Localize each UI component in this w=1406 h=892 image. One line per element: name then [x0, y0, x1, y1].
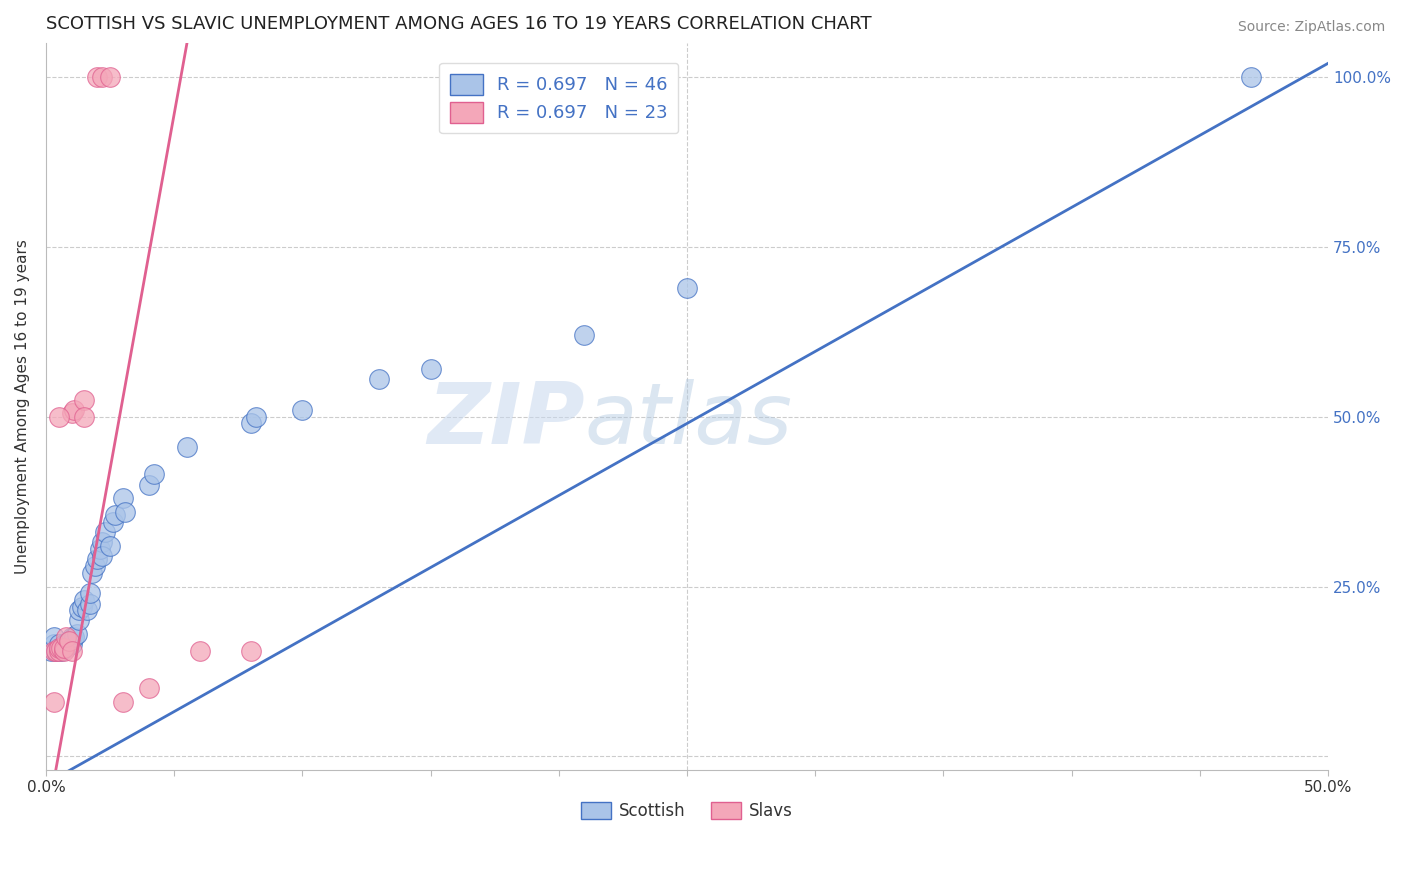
- Point: [52, 644, 75, 658]
- Point: [98, 70, 121, 84]
- Point: [419, 362, 441, 376]
- Point: [55, 640, 77, 655]
- Point: [291, 402, 314, 417]
- Point: [114, 505, 136, 519]
- Point: [51, 640, 73, 655]
- Point: [60, 637, 83, 651]
- Point: [73, 392, 96, 407]
- Point: [101, 515, 124, 529]
- Text: SCOTTISH VS SLAVIC UNEMPLOYMENT AMONG AGES 16 TO 19 YEARS CORRELATION CHART: SCOTTISH VS SLAVIC UNEMPLOYMENT AMONG AG…: [46, 15, 872, 33]
- Point: [111, 695, 134, 709]
- Point: [91, 549, 114, 563]
- Point: [142, 467, 165, 482]
- Text: ZIP: ZIP: [427, 379, 585, 462]
- Text: atlas: atlas: [585, 379, 793, 462]
- Point: [73, 593, 96, 607]
- Point: [1240, 70, 1263, 84]
- Point: [67, 614, 90, 628]
- Point: [676, 280, 699, 294]
- Point: [55, 637, 77, 651]
- Point: [245, 409, 267, 424]
- Point: [58, 633, 80, 648]
- Point: [70, 599, 93, 614]
- Point: [98, 539, 121, 553]
- Y-axis label: Unemployment Among Ages 16 to 19 years: Unemployment Among Ages 16 to 19 years: [15, 239, 30, 574]
- Point: [48, 640, 70, 655]
- Point: [176, 440, 198, 454]
- Point: [51, 644, 73, 658]
- Point: [45, 644, 67, 658]
- Point: [91, 535, 114, 549]
- Point: [48, 409, 70, 424]
- Point: [188, 644, 211, 658]
- Point: [76, 603, 98, 617]
- Point: [42, 637, 65, 651]
- Point: [39, 644, 62, 658]
- Point: [89, 542, 111, 557]
- Point: [138, 681, 160, 696]
- Point: [63, 402, 86, 417]
- Point: [138, 477, 160, 491]
- Point: [86, 70, 108, 84]
- Point: [60, 644, 83, 658]
- Point: [48, 640, 70, 655]
- Point: [111, 491, 134, 505]
- Point: [368, 372, 391, 386]
- Point: [55, 631, 77, 645]
- Point: [79, 597, 101, 611]
- Point: [63, 631, 86, 645]
- Point: [79, 586, 101, 600]
- Point: [67, 603, 90, 617]
- Point: [240, 417, 263, 431]
- Point: [94, 525, 117, 540]
- Point: [574, 328, 596, 343]
- Point: [66, 627, 89, 641]
- Point: [73, 409, 96, 424]
- Point: [52, 637, 75, 651]
- Legend: Scottish, Slavs: Scottish, Slavs: [574, 796, 800, 827]
- Point: [60, 406, 83, 420]
- Point: [60, 631, 83, 645]
- Point: [52, 640, 75, 655]
- Point: [58, 633, 80, 648]
- Point: [91, 70, 114, 84]
- Point: [83, 559, 105, 574]
- Point: [82, 566, 104, 580]
- Point: [42, 644, 65, 658]
- Point: [52, 640, 75, 655]
- Point: [42, 695, 65, 709]
- Point: [42, 631, 65, 645]
- Point: [104, 508, 127, 523]
- Point: [48, 644, 70, 658]
- Point: [48, 637, 70, 651]
- Point: [240, 644, 263, 658]
- Text: Source: ZipAtlas.com: Source: ZipAtlas.com: [1237, 20, 1385, 34]
- Point: [86, 552, 108, 566]
- Point: [45, 644, 67, 658]
